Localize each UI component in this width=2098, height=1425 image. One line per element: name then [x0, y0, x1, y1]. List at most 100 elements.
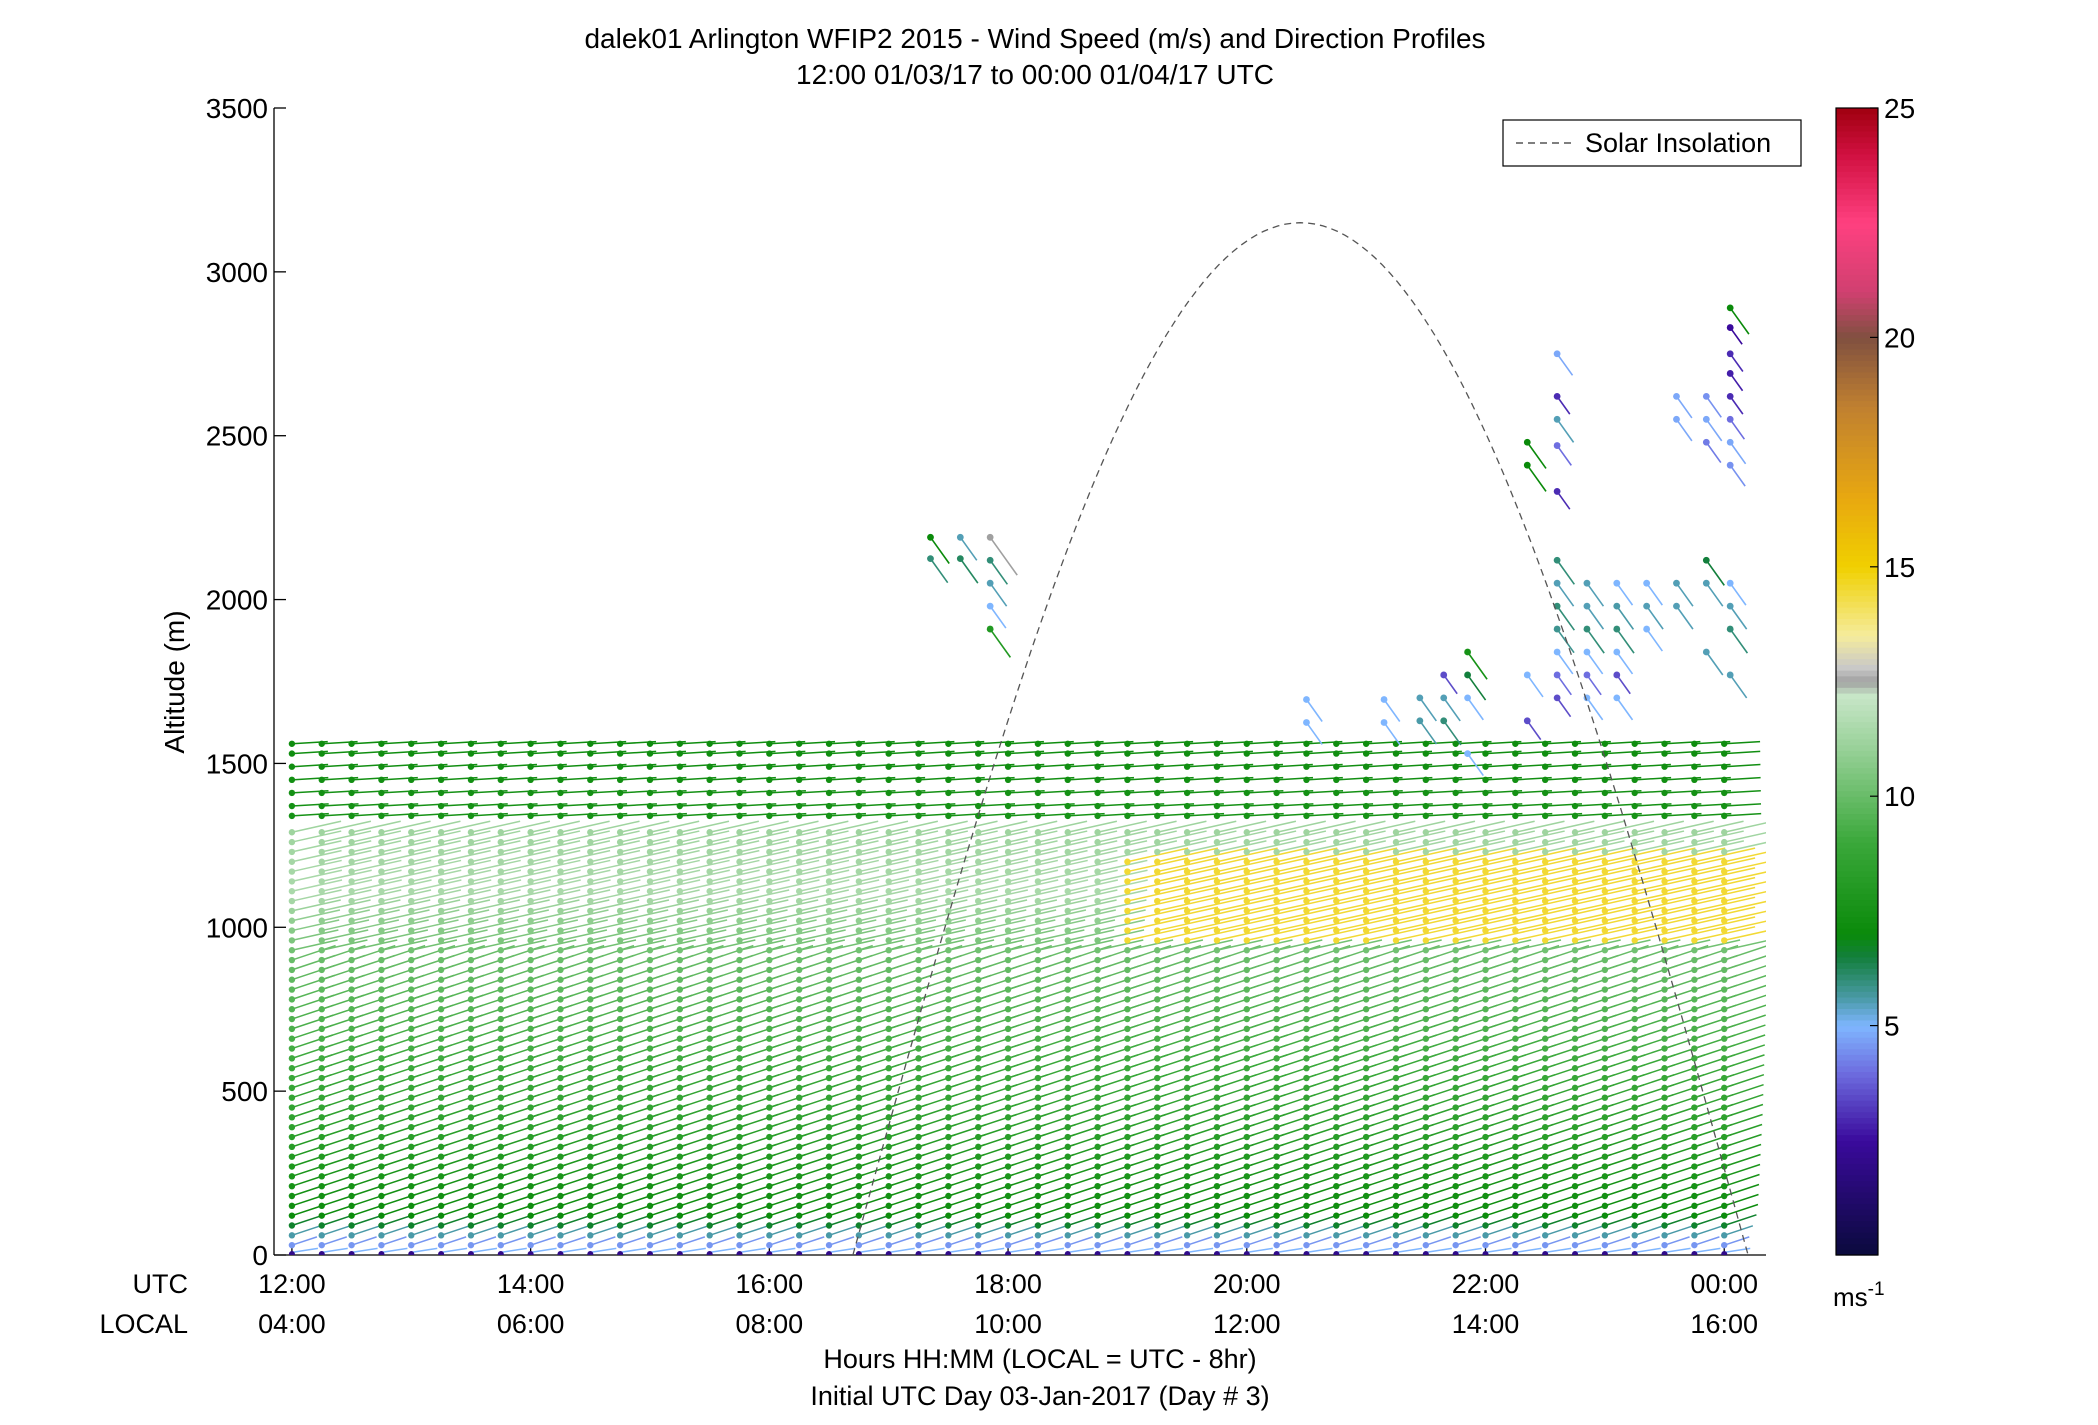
wind-barb-shaft [590, 1225, 620, 1237]
wind-barb-dot [766, 1212, 773, 1219]
wind-barb-dot [1601, 1035, 1609, 1042]
wind-barb-dot [1124, 1222, 1131, 1229]
wind-barb-dot [408, 1074, 415, 1082]
wind-barb-dot [1452, 917, 1459, 924]
wind-barb-dot [1213, 1015, 1221, 1023]
wind-barb-dot [616, 789, 624, 797]
wind-barb-dot [1333, 829, 1340, 836]
wind-barb-shaft [1485, 1236, 1511, 1246]
wind-barb-dot [1541, 927, 1549, 934]
wind-barb-dot [795, 897, 803, 905]
wind-barb-dot [855, 1025, 863, 1033]
wind-barb-dot [855, 1094, 863, 1101]
wind-barb-dot [378, 888, 385, 895]
wind-barb-dot [706, 763, 713, 770]
wind-barb-dot [467, 986, 475, 993]
wind-barb-shaft [291, 879, 343, 892]
wind-barb-shaft [1186, 939, 1233, 951]
wind-barb-shaft [709, 1236, 735, 1246]
wind-barb-dot [1064, 1015, 1071, 1023]
wind-barb-dot [1422, 1123, 1430, 1131]
wind-barb-dot [1094, 1202, 1101, 1210]
wind-barb-dot [1362, 750, 1370, 757]
wind-barb-dot [1183, 1222, 1191, 1229]
wind-barb-dot [527, 947, 534, 954]
wind-barb-dot [378, 1035, 385, 1042]
wind-barb-shaft [679, 1247, 706, 1254]
wind-barb-dot [1661, 1143, 1668, 1151]
wind-barb-dot [915, 1192, 922, 1200]
wind-barb-dot [1541, 1202, 1549, 1210]
wind-barb-dot [1004, 1114, 1012, 1121]
wind-barb-dot [1004, 888, 1012, 895]
wind-barb-dot [527, 848, 534, 856]
wind-barb-dot [1273, 789, 1280, 797]
wind-barb-shaft [1186, 820, 1237, 833]
wind-barb-dot [557, 1212, 564, 1219]
wind-barb-dot [825, 1006, 833, 1013]
wind-barb-dot [1303, 966, 1310, 974]
wind-barb-dot [1213, 750, 1221, 757]
wind-barb-shaft [560, 919, 608, 932]
wind-barb-dot [1034, 1065, 1042, 1072]
wind-barb-dot [408, 1045, 415, 1052]
wind-barb-dot [318, 947, 325, 954]
wind-barb-dot [646, 829, 654, 836]
wind-barb-dot [1482, 776, 1489, 784]
wind-barb-dot [706, 937, 713, 944]
wind-barb-dot [855, 1104, 863, 1111]
wind-barb-dot [1691, 802, 1698, 810]
wind-barb-dot [1243, 907, 1250, 915]
wind-barb-shaft [321, 899, 371, 912]
wind-barb-dot [885, 763, 892, 770]
wind-barb-dot [557, 878, 564, 885]
wind-barb-dot [1661, 1035, 1668, 1042]
wind-barb-dot [378, 838, 385, 846]
wind-barb-dot [1422, 1241, 1430, 1249]
wind-barb-shaft [470, 929, 518, 942]
wind-barb-dot [1004, 897, 1012, 905]
wind-barb-dot [1541, 829, 1549, 836]
wind-barb-shaft [1097, 869, 1148, 883]
wind-barb-dot [1691, 1212, 1698, 1219]
wind-barb-dot [1034, 966, 1042, 974]
wind-barb-dot [1571, 1212, 1579, 1219]
wind-barb-dot [616, 812, 624, 820]
wind-barb-shaft [590, 939, 637, 951]
wind-barb-dot [1333, 789, 1340, 797]
wind-barb-dot [1601, 1133, 1609, 1141]
wind-barb-dot [915, 1006, 922, 1013]
wind-barb-dot [348, 1094, 355, 1101]
wind-barb-dot [1452, 996, 1459, 1003]
wind-barb-dot [1601, 1104, 1609, 1111]
wind-barb-dot [825, 976, 833, 983]
wind-barb-dot [1571, 1094, 1579, 1101]
wind-barb-dot [378, 868, 385, 875]
wind-barb-dot [1183, 1104, 1191, 1111]
wind-barb-dot [408, 1202, 415, 1210]
wind-barb-dot [1422, 789, 1430, 797]
wind-profile [1064, 740, 1119, 1255]
wind-barb-dot [348, 956, 355, 964]
wind-barb-dot [527, 907, 534, 915]
wind-barb-shaft [291, 899, 341, 912]
wind-barb-dot [437, 1094, 445, 1101]
wind-barb-dot [1482, 848, 1489, 856]
wind-barb-dot [348, 1173, 355, 1180]
wind-barb-dot [1452, 829, 1459, 836]
wind-barb-shaft [440, 879, 492, 892]
wind-barb-dot [825, 1045, 833, 1052]
wind-barb-dot [1691, 1114, 1698, 1121]
wind-barb-dot [736, 996, 743, 1003]
wind-barb-dot [1541, 986, 1549, 993]
wind-barb-dot [736, 1045, 743, 1052]
wind-barb-dot [1333, 1045, 1340, 1052]
wind-barb-dot [587, 1212, 594, 1219]
wind-barb-dot [885, 937, 892, 944]
wind-barb-shaft [918, 840, 969, 853]
wind-barb-dot [1213, 838, 1221, 846]
wind-barb-shaft [500, 869, 551, 883]
wind-barb-dot [348, 1035, 355, 1042]
wind-barb-dot [1482, 996, 1489, 1003]
chart-subtitle: 12:00 01/03/17 to 00:00 01/04/17 UTC [796, 59, 1274, 90]
